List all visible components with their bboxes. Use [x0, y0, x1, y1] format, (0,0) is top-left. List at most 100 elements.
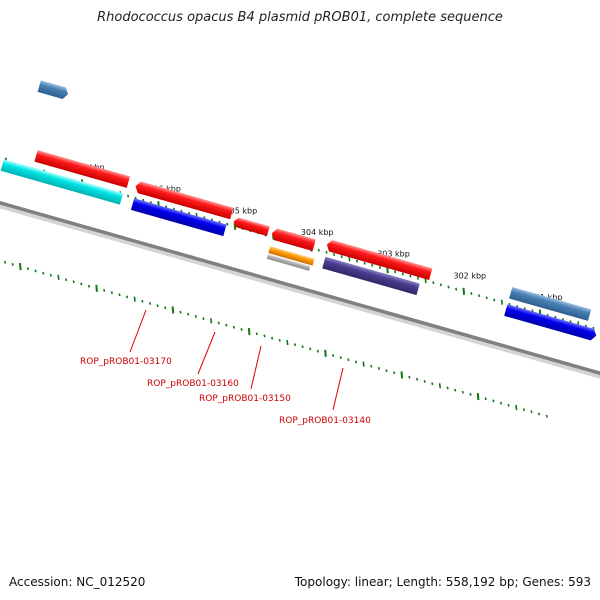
inner-scale-minor-tick [393, 371, 396, 375]
scale-tick-label: 304 kbp [301, 228, 334, 237]
inner-scale-minor-tick [354, 360, 358, 364]
inner-scale-minor-tick [148, 302, 152, 305]
scale-minor-tick [401, 272, 404, 276]
scale-minor-tick [485, 296, 488, 300]
inner-scale-minor-tick [461, 390, 464, 394]
sequence-backbone-shadow [0, 201, 600, 379]
gene-feature-blue-2[interactable] [504, 304, 598, 341]
inner-scale-major-tick [19, 263, 22, 271]
scale-minor-tick [455, 287, 458, 291]
gene-feature-red-4[interactable] [270, 227, 316, 252]
inner-scale-minor-tick [232, 325, 235, 329]
inner-scale-minor-tick [57, 274, 60, 280]
scale-minor-tick [355, 259, 359, 263]
scale-minor-tick [493, 298, 496, 302]
gene-feature-red-1[interactable] [34, 150, 131, 188]
inner-scale-minor-tick [179, 310, 182, 314]
inner-scale-minor-tick [431, 382, 434, 386]
gene-feature-orange[interactable] [268, 246, 315, 266]
inner-scale-minor-tick [278, 338, 281, 342]
inner-scale-minor-tick [499, 401, 503, 405]
scale-minor-tick [378, 266, 381, 269]
inner-scale-minor-tick [385, 369, 388, 373]
gene-feature-slate[interactable] [322, 256, 420, 296]
inner-scale-minor-tick [316, 349, 319, 353]
inner-scale-minor-tick [362, 361, 365, 367]
gene-label-03140[interactable]: ROP_pROB01-03140 [279, 416, 371, 426]
scale-minor-tick [333, 253, 336, 256]
inner-scale-minor-tick [217, 321, 220, 325]
inner-scale-minor-tick [11, 263, 14, 266]
inner-scale-minor-tick [377, 367, 380, 370]
inner-scale-minor-tick [484, 397, 487, 401]
gene-feature-blue-1[interactable] [130, 198, 227, 237]
inner-scale-minor-tick [164, 306, 167, 310]
gene-feature-steelblue-left[interactable] [37, 80, 70, 100]
scale-minor-tick [478, 294, 481, 298]
inner-scale-minor-tick [286, 339, 289, 346]
inner-scale-minor-tick [515, 404, 518, 411]
inner-scale-minor-tick [225, 323, 228, 327]
gene-label-leader-03140 [332, 367, 344, 411]
inner-scale-minor-tick [194, 315, 197, 318]
gene-feature-cyan[interactable] [0, 159, 124, 205]
inner-scale-minor-tick [255, 332, 258, 336]
scale-minor-tick [416, 276, 420, 280]
scale-minor-tick [127, 194, 130, 198]
gene-label-03170[interactable]: ROP_pROB01-03170 [80, 357, 172, 367]
gene-label-leader-03150 [250, 345, 262, 390]
scale-tick-label: 302 kbp [454, 271, 487, 280]
inner-scale-major-tick [400, 371, 404, 379]
inner-scale-minor-tick [332, 354, 335, 357]
gene-feature-gray-small[interactable] [266, 253, 311, 271]
inner-scale-major-tick [171, 306, 175, 314]
gene-label-03160[interactable]: ROP_pROB01-03160 [147, 379, 239, 389]
gene-label-03150[interactable]: ROP_pROB01-03150 [199, 394, 291, 404]
inner-scale-major-tick [476, 393, 480, 401]
inner-scale-minor-tick [34, 269, 37, 273]
inner-scale-minor-tick [416, 377, 419, 381]
inner-scale-minor-tick [202, 317, 205, 321]
inner-scale-minor-tick [126, 295, 129, 299]
gene-feature-red-2[interactable] [134, 180, 234, 220]
inner-scale-minor-tick [72, 280, 75, 284]
inner-scale-minor-tick [301, 345, 304, 349]
inner-scale-minor-tick [438, 383, 442, 389]
sequence-backbone [0, 201, 600, 375]
sequence-summary-text: Topology: linear; Length: 558,192 bp; Ge… [294, 575, 591, 589]
gene-label-leader-03160 [197, 331, 216, 375]
scale-minor-tick [340, 255, 343, 259]
scale-minor-tick [226, 222, 229, 226]
inner-scale-minor-tick [492, 399, 495, 403]
inner-scale-minor-tick [454, 388, 457, 392]
scale-major-tick [233, 222, 237, 230]
inner-scale-minor-tick [26, 267, 29, 271]
inner-scale-minor-tick [507, 403, 510, 407]
inner-scale-ruler [3, 260, 548, 418]
inner-scale-minor-tick [522, 408, 525, 412]
gene-feature-red-3[interactable] [232, 217, 270, 236]
inner-scale-minor-tick [293, 343, 297, 347]
inner-scale-minor-tick [87, 284, 91, 288]
scale-tick-label: 303 kbp [377, 250, 410, 259]
inner-scale-minor-tick [118, 293, 121, 297]
inner-scale-minor-tick [423, 380, 426, 383]
inner-scale-minor-tick [3, 260, 7, 264]
inner-scale-minor-tick [469, 393, 472, 396]
inner-scale-minor-tick [133, 296, 136, 302]
scale-tick-label: 305 kbp [225, 206, 258, 215]
inner-scale-minor-tick [538, 412, 541, 416]
scale-minor-tick [409, 274, 412, 278]
gene-features [0, 80, 598, 341]
inner-scale-minor-tick [263, 334, 266, 338]
gene-feature-red-5[interactable] [325, 239, 433, 280]
inner-scale-major-tick [247, 328, 251, 336]
gene-feature-steelblue-right[interactable] [509, 286, 592, 321]
inner-scale-minor-tick [103, 289, 106, 292]
inner-scale-minor-tick [545, 414, 548, 418]
scale-minor-tick [317, 248, 320, 252]
inner-scale-minor-tick [110, 291, 113, 295]
scale-minor-tick [500, 299, 504, 305]
scale-minor-tick [470, 292, 473, 295]
